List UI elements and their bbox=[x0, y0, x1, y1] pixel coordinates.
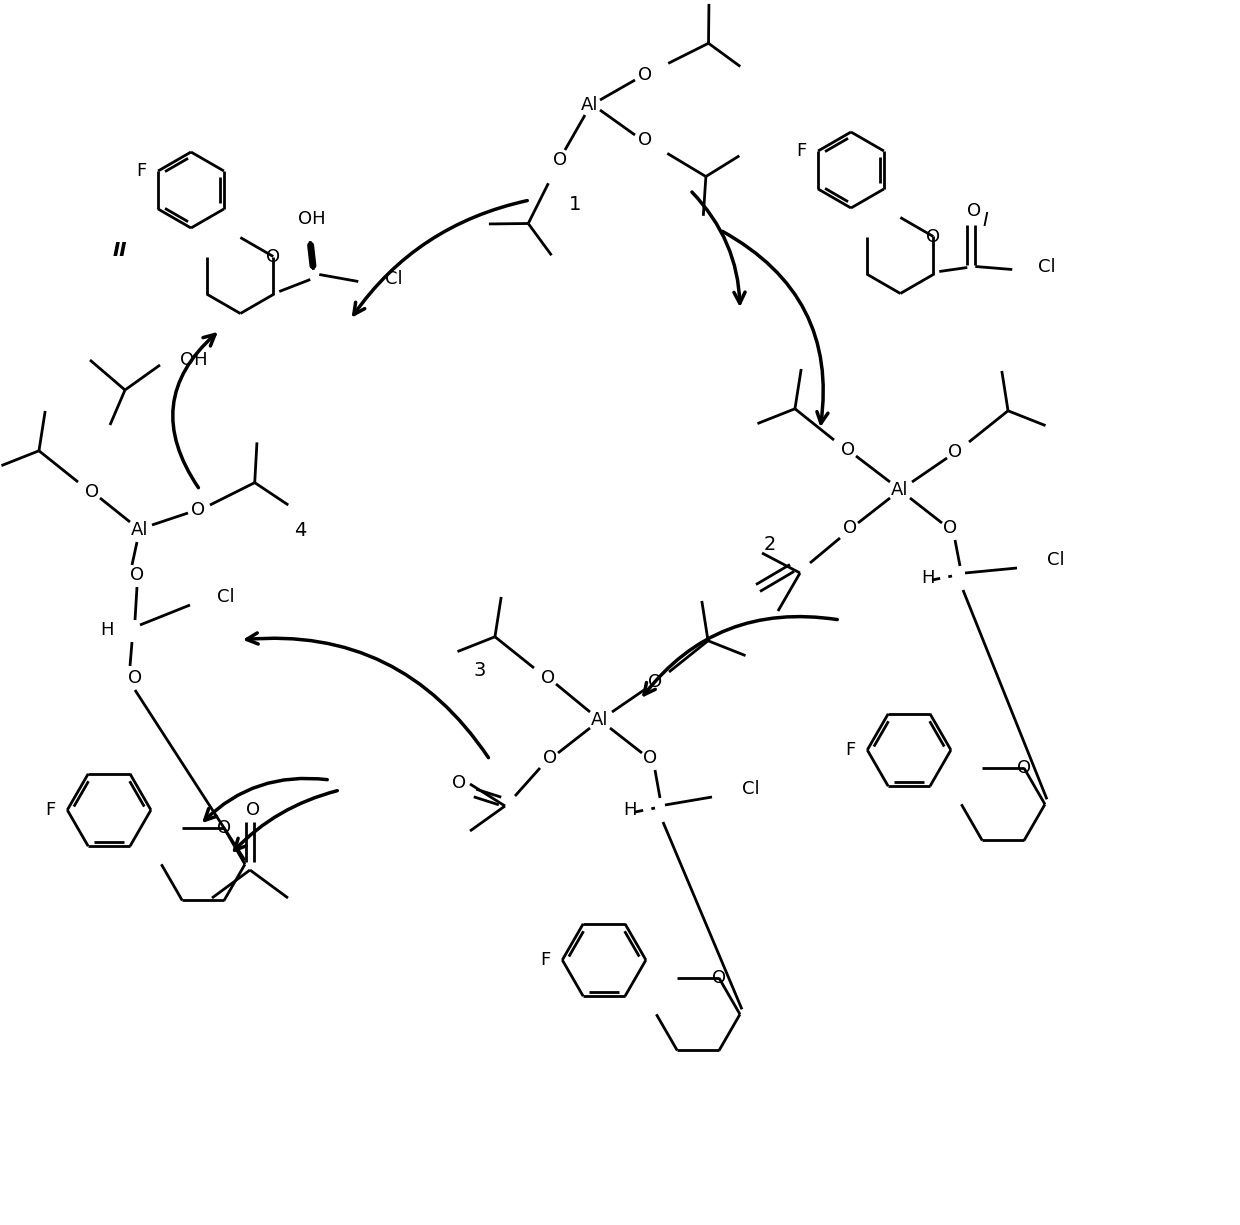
Text: O: O bbox=[543, 748, 557, 767]
Text: Al: Al bbox=[131, 521, 149, 539]
Text: O: O bbox=[217, 820, 231, 837]
Text: OH: OH bbox=[299, 209, 326, 228]
Text: O: O bbox=[967, 201, 981, 219]
Text: Cl: Cl bbox=[742, 780, 760, 797]
Text: O: O bbox=[947, 443, 962, 461]
Text: O: O bbox=[926, 228, 940, 245]
Text: Cl: Cl bbox=[217, 588, 234, 606]
Text: O: O bbox=[637, 131, 652, 149]
Text: F: F bbox=[844, 741, 856, 760]
Text: O: O bbox=[649, 673, 662, 691]
Text: 3: 3 bbox=[474, 660, 486, 680]
Text: O: O bbox=[712, 969, 727, 987]
Text: O: O bbox=[841, 441, 856, 459]
Text: O: O bbox=[553, 151, 567, 169]
Text: O: O bbox=[1017, 760, 1032, 777]
Text: Cl: Cl bbox=[386, 270, 403, 288]
Text: O: O bbox=[246, 801, 260, 820]
Text: F: F bbox=[796, 142, 806, 160]
Text: O: O bbox=[267, 247, 280, 266]
Text: Al: Al bbox=[591, 710, 609, 729]
Text: H: H bbox=[921, 568, 935, 587]
Text: Al: Al bbox=[892, 481, 909, 499]
Text: F: F bbox=[45, 801, 56, 820]
Text: F: F bbox=[136, 162, 146, 180]
Text: 2: 2 bbox=[764, 535, 776, 555]
Text: O: O bbox=[451, 774, 466, 793]
Text: Al: Al bbox=[582, 96, 599, 114]
Text: 1: 1 bbox=[569, 196, 582, 214]
Text: O: O bbox=[541, 669, 556, 687]
Text: O: O bbox=[130, 566, 144, 584]
Text: H: H bbox=[624, 801, 637, 820]
Text: 4: 4 bbox=[294, 521, 306, 539]
Text: I: I bbox=[982, 211, 988, 229]
Text: O: O bbox=[637, 66, 652, 85]
Text: O: O bbox=[642, 748, 657, 767]
Text: O: O bbox=[942, 519, 957, 537]
Text: O: O bbox=[191, 501, 205, 519]
Text: O: O bbox=[128, 669, 143, 687]
Text: F: F bbox=[541, 951, 551, 969]
Text: Cl: Cl bbox=[1047, 551, 1065, 568]
Text: Cl: Cl bbox=[1038, 258, 1056, 277]
Text: OH: OH bbox=[180, 352, 207, 369]
Text: II: II bbox=[113, 240, 128, 260]
Text: H: H bbox=[100, 621, 114, 639]
Text: O: O bbox=[84, 483, 99, 501]
Text: O: O bbox=[843, 519, 857, 537]
